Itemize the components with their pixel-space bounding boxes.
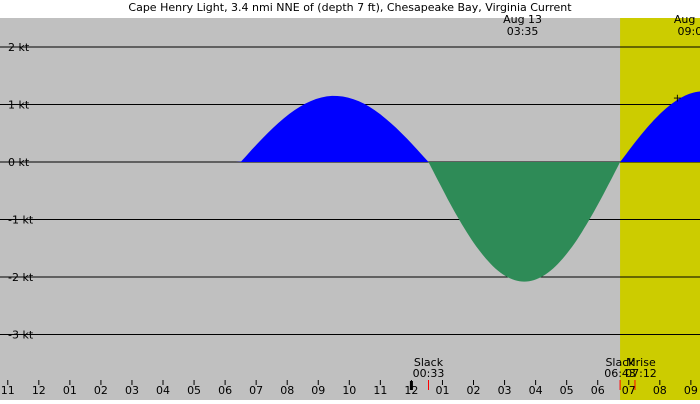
extreme-date-label: Aug 13 (503, 13, 542, 26)
flood-area (620, 91, 700, 162)
y-tick-label: -1 kt (8, 214, 34, 227)
x-tick-label: 04 (529, 384, 543, 397)
y-tick-label: 0 kt (8, 156, 30, 169)
slack-label: Slack (605, 356, 635, 369)
x-tick-label: 03 (498, 384, 512, 397)
midnight-marker (409, 381, 413, 390)
y-tick-label: 1 kt (8, 99, 30, 112)
x-tick-label: 06 (218, 384, 232, 397)
area-layer (0, 91, 700, 282)
chart-title: Cape Henry Light, 3.4 nmi NNE of (depth … (128, 1, 572, 14)
slack-time: 00:33 (413, 367, 445, 380)
x-tick-label: 01 (63, 384, 77, 397)
x-tick-label: 12 (404, 384, 418, 397)
x-tick-label: 09 (311, 384, 325, 397)
x-tick-label: 08 (280, 384, 294, 397)
slack-time: 06:43 (604, 367, 636, 380)
x-tick-label: 02 (94, 384, 108, 397)
x-tick-label: 01 (435, 384, 449, 397)
x-tick-label: 09 (684, 384, 698, 397)
y-tick-label: -2 kt (8, 271, 34, 284)
x-tick-label: 05 (187, 384, 201, 397)
y-tick-label: -3 kt (8, 329, 34, 342)
x-tick-label: 07 (622, 384, 636, 397)
x-tick-label: 03 (125, 384, 139, 397)
x-tick-label: 02 (467, 384, 481, 397)
x-tick-label: 11 (373, 384, 387, 397)
x-tick-label: 12 (32, 384, 46, 397)
x-tick-label: 10 (342, 384, 356, 397)
x-tick-label: 06 (591, 384, 605, 397)
y-tick-label: 2 kt (8, 41, 30, 54)
max-marker: + (673, 92, 682, 105)
slack-label: Slack (414, 356, 444, 369)
x-tick-label: 05 (560, 384, 574, 397)
x-tick-label: 07 (249, 384, 263, 397)
flood-area (0, 95, 429, 162)
daylight-band (620, 18, 700, 400)
extreme-time-label: 09:05 (677, 25, 700, 38)
x-tick-label: 11 (1, 384, 15, 397)
extreme-time-label: 03:35 (507, 25, 539, 38)
moon-event-label: Mrise (626, 356, 656, 369)
ebb-area (428, 162, 621, 282)
x-tick-label: 04 (156, 384, 170, 397)
moon-event-time: 07:12 (625, 367, 657, 380)
extreme-date-label: Aug 13 (674, 13, 700, 26)
x-tick-label: 08 (653, 384, 667, 397)
